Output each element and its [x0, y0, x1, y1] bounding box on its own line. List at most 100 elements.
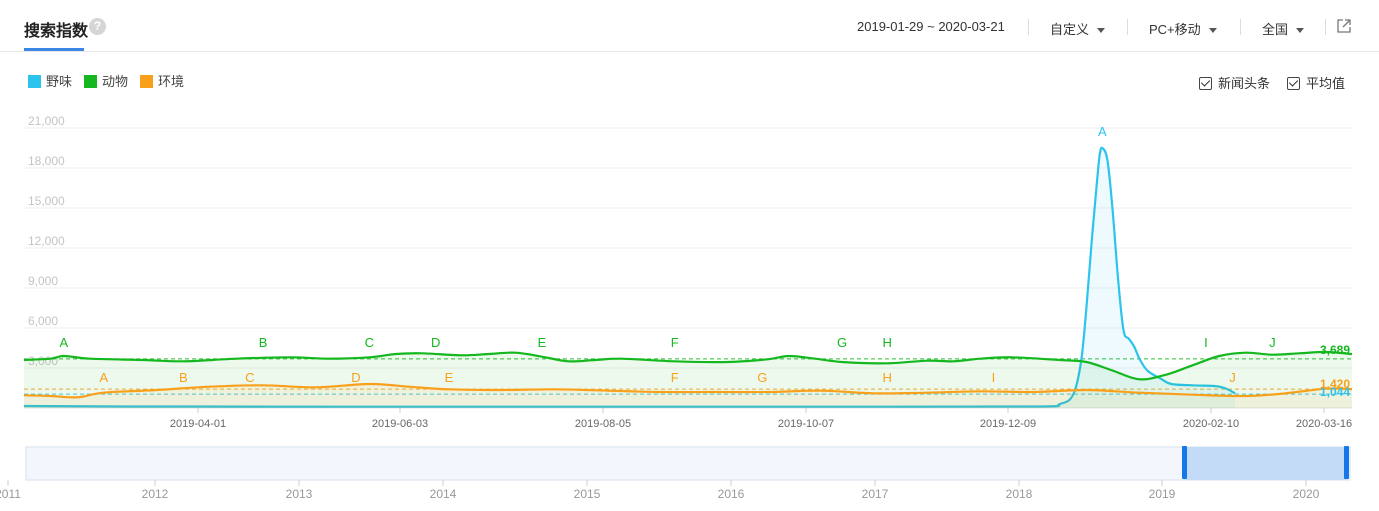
header: 搜索指数 ? 2019-01-29 ~ 2020-03-21 自定义 PC+移动…: [0, 0, 1379, 52]
navigator-year-label: 2014: [430, 487, 457, 501]
navigator-year-label: 2011: [0, 487, 21, 501]
news-marker: G: [757, 370, 767, 385]
end-labels: 1,044 3,689 1,420: [1320, 343, 1350, 399]
navigator-year-label: 2020: [1293, 487, 1320, 501]
news-marker: H: [883, 335, 892, 350]
legend-label: 动物: [102, 74, 129, 89]
series-end-label: 3,689: [1320, 343, 1350, 357]
navigator-selection[interactable]: [1184, 447, 1347, 480]
y-tick-label: 3,000: [28, 354, 58, 368]
divider: [1028, 19, 1029, 35]
news-marker: C: [245, 370, 254, 385]
region-dropdown-label: 全国: [1262, 22, 1289, 37]
legend-swatch: [84, 75, 97, 88]
navigator-year-label: 2012: [142, 487, 169, 501]
navigator-track: [25, 446, 1351, 481]
legend-item-3[interactable]: 环境: [140, 71, 184, 90]
x-tick-label: 2019-04-01: [170, 418, 226, 430]
x-tick-label: 2019-10-07: [778, 418, 834, 430]
title-underline: [24, 48, 84, 51]
checkbox-icon: [1199, 77, 1212, 90]
news-marker: F: [671, 335, 679, 350]
device-dropdown[interactable]: PC+移动: [1149, 19, 1217, 38]
legend-swatch: [140, 75, 153, 88]
news-marker: A: [60, 335, 69, 350]
average-lines: [24, 358, 1352, 395]
news-marker: B: [179, 370, 188, 385]
y-tick-label: 6,000: [28, 314, 58, 328]
x-axis: 2019-04-01 2019-06-03 2019-08-05 2019-10-07…: [170, 408, 1352, 430]
chevron-down-icon: [1097, 28, 1106, 34]
series-line-3: [23, 382, 1353, 399]
series-area-3: [24, 383, 1352, 408]
news-marker: C: [365, 335, 374, 350]
news-marker: E: [445, 370, 454, 385]
y-tick-label: 18,000: [28, 154, 65, 168]
device-dropdown-label: PC+移动: [1149, 22, 1201, 37]
annotations: A A B C D E F G H I J A B C D E F G H I J: [60, 124, 1276, 385]
series-end-label: 1,044: [1320, 385, 1350, 399]
divider: [1127, 19, 1128, 35]
navigator-year-label: 2017: [862, 487, 889, 501]
date-range-picker[interactable]: 2019-01-29 ~ 2020-03-21: [857, 19, 1005, 34]
average-checkbox[interactable]: 平均值: [1287, 73, 1345, 92]
news-marker: B: [259, 335, 268, 350]
legend-label: 野味: [46, 74, 73, 89]
help-icon[interactable]: ?: [89, 18, 106, 35]
series-line-2: [23, 350, 1353, 381]
navigator-year-label: 2019: [1149, 487, 1176, 501]
news-marker: G: [837, 335, 847, 350]
range-navigator[interactable]: 2011 2012 2013 2014 2015 2016 2017 2018 2019 2020: [0, 440, 1379, 511]
navigator-year-label: 2016: [718, 487, 745, 501]
y-axis: 21,000 18,000 15,000 12,000 9,000 6,000 3,000: [28, 114, 65, 368]
grid: [24, 127, 1352, 409]
chevron-down-icon: [1296, 28, 1305, 34]
x-tick-label: 2020-03-16: [1296, 418, 1352, 430]
news-marker: A: [99, 370, 108, 385]
average-label: 平均值: [1306, 76, 1346, 91]
navigator-right-handle[interactable]: [1344, 446, 1349, 479]
navigator-year-label: 2018: [1006, 487, 1033, 501]
news-marker: F: [671, 370, 679, 385]
legend-item-2[interactable]: 动物: [84, 71, 128, 90]
news-checkbox[interactable]: 新闻头条: [1199, 73, 1270, 92]
legend-label: 环境: [158, 74, 185, 89]
chevron-down-icon: [1208, 28, 1217, 34]
series-end-label: 1,420: [1320, 377, 1350, 391]
legend-swatch: [28, 75, 41, 88]
page-title: 搜索指数: [24, 23, 89, 40]
news-marker: A: [1098, 124, 1107, 139]
news-marker: E: [538, 335, 547, 350]
series-area-1: [24, 147, 1236, 408]
news-marker: D: [431, 335, 440, 350]
navigator-years: 2011 2012 2013 2014 2015 2016 2017 2018 2019 2020: [0, 480, 1320, 501]
divider: [1240, 19, 1241, 35]
y-tick-label: 15,000: [28, 194, 65, 208]
region-dropdown[interactable]: 全国: [1262, 19, 1305, 38]
external-link-icon[interactable]: [1336, 18, 1352, 34]
custom-dropdown-label: 自定义: [1050, 22, 1090, 37]
news-marker: J: [1269, 335, 1276, 350]
news-marker: J: [1229, 370, 1236, 385]
navigator-year-label: 2013: [286, 487, 313, 501]
news-marker: H: [883, 370, 892, 385]
line-chart[interactable]: 21,00018,00015,00012,0009,0006,0003,000 …: [0, 100, 1379, 440]
custom-dropdown[interactable]: 自定义: [1050, 19, 1106, 38]
navigator-left-handle[interactable]: [1182, 446, 1187, 479]
x-tick-label: 2020-02-10: [1183, 418, 1239, 430]
checkbox-icon: [1287, 77, 1300, 90]
y-tick-label: 12,000: [28, 234, 65, 248]
series-area-2: [24, 351, 1352, 408]
divider: [1325, 19, 1326, 35]
news-marker: I: [1204, 335, 1208, 350]
x-tick-label: 2019-08-05: [575, 418, 631, 430]
news-label: 新闻头条: [1218, 76, 1271, 91]
series: [23, 146, 1353, 408]
x-tick-label: 2019-06-03: [372, 418, 428, 430]
legend-item-1[interactable]: 野味: [28, 71, 72, 90]
x-tick-label: 2019-12-09: [980, 418, 1036, 430]
y-tick-label: 21,000: [28, 114, 65, 128]
news-marker: I: [992, 370, 996, 385]
y-tick-label: 9,000: [28, 274, 58, 288]
news-marker: D: [351, 370, 360, 385]
